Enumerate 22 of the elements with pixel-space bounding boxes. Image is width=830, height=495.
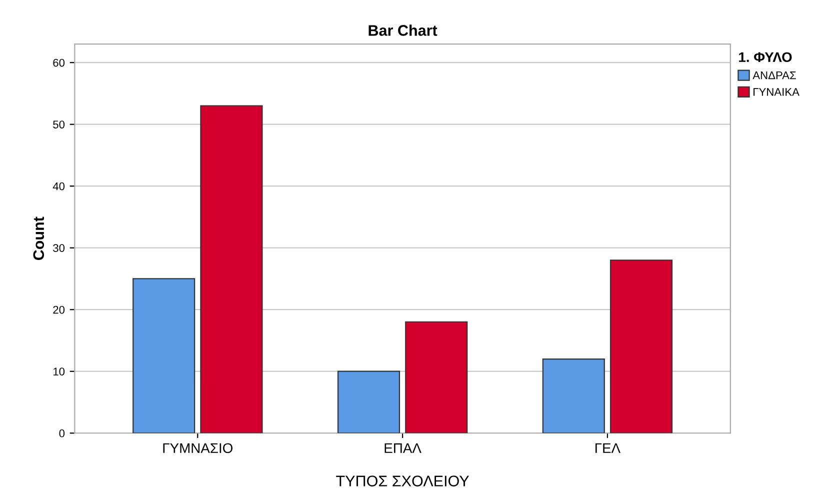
bar — [132, 278, 196, 434]
y-tick-label: 60 — [53, 58, 65, 67]
x-tick-label: ΓΥΜΝΑΣΙΟ — [163, 443, 232, 454]
y-tick-label: 40 — [52, 182, 65, 190]
chart-title: Bar Chart — [368, 24, 438, 36]
bar — [610, 260, 673, 434]
x-tick-label: ΓΕΛ — [596, 443, 620, 453]
y-axis-title: Count — [33, 216, 44, 260]
x-axis-title: ΤΥΠΟΣ ΣΧΟΛΕΙΟΥ — [336, 476, 470, 486]
legend-title: 1. ΦΥΛΟ — [739, 52, 792, 62]
y-tick-label: 30 — [53, 244, 65, 252]
bar — [200, 105, 263, 434]
legend-label: ΓΥΝΑΙΚΑ — [754, 88, 800, 96]
x-tick-label: ΕΠΑΛ — [384, 443, 422, 453]
y-tick-label: 20 — [53, 306, 65, 314]
y-tick-label: 0 — [59, 429, 65, 438]
bar — [337, 370, 400, 434]
y-tick-label: 10 — [53, 368, 65, 376]
bar — [542, 358, 605, 434]
y-tick-label: 50 — [53, 120, 65, 128]
bar — [405, 321, 468, 434]
legend-label: ΑΝΔΡΑΣ — [752, 71, 796, 80]
